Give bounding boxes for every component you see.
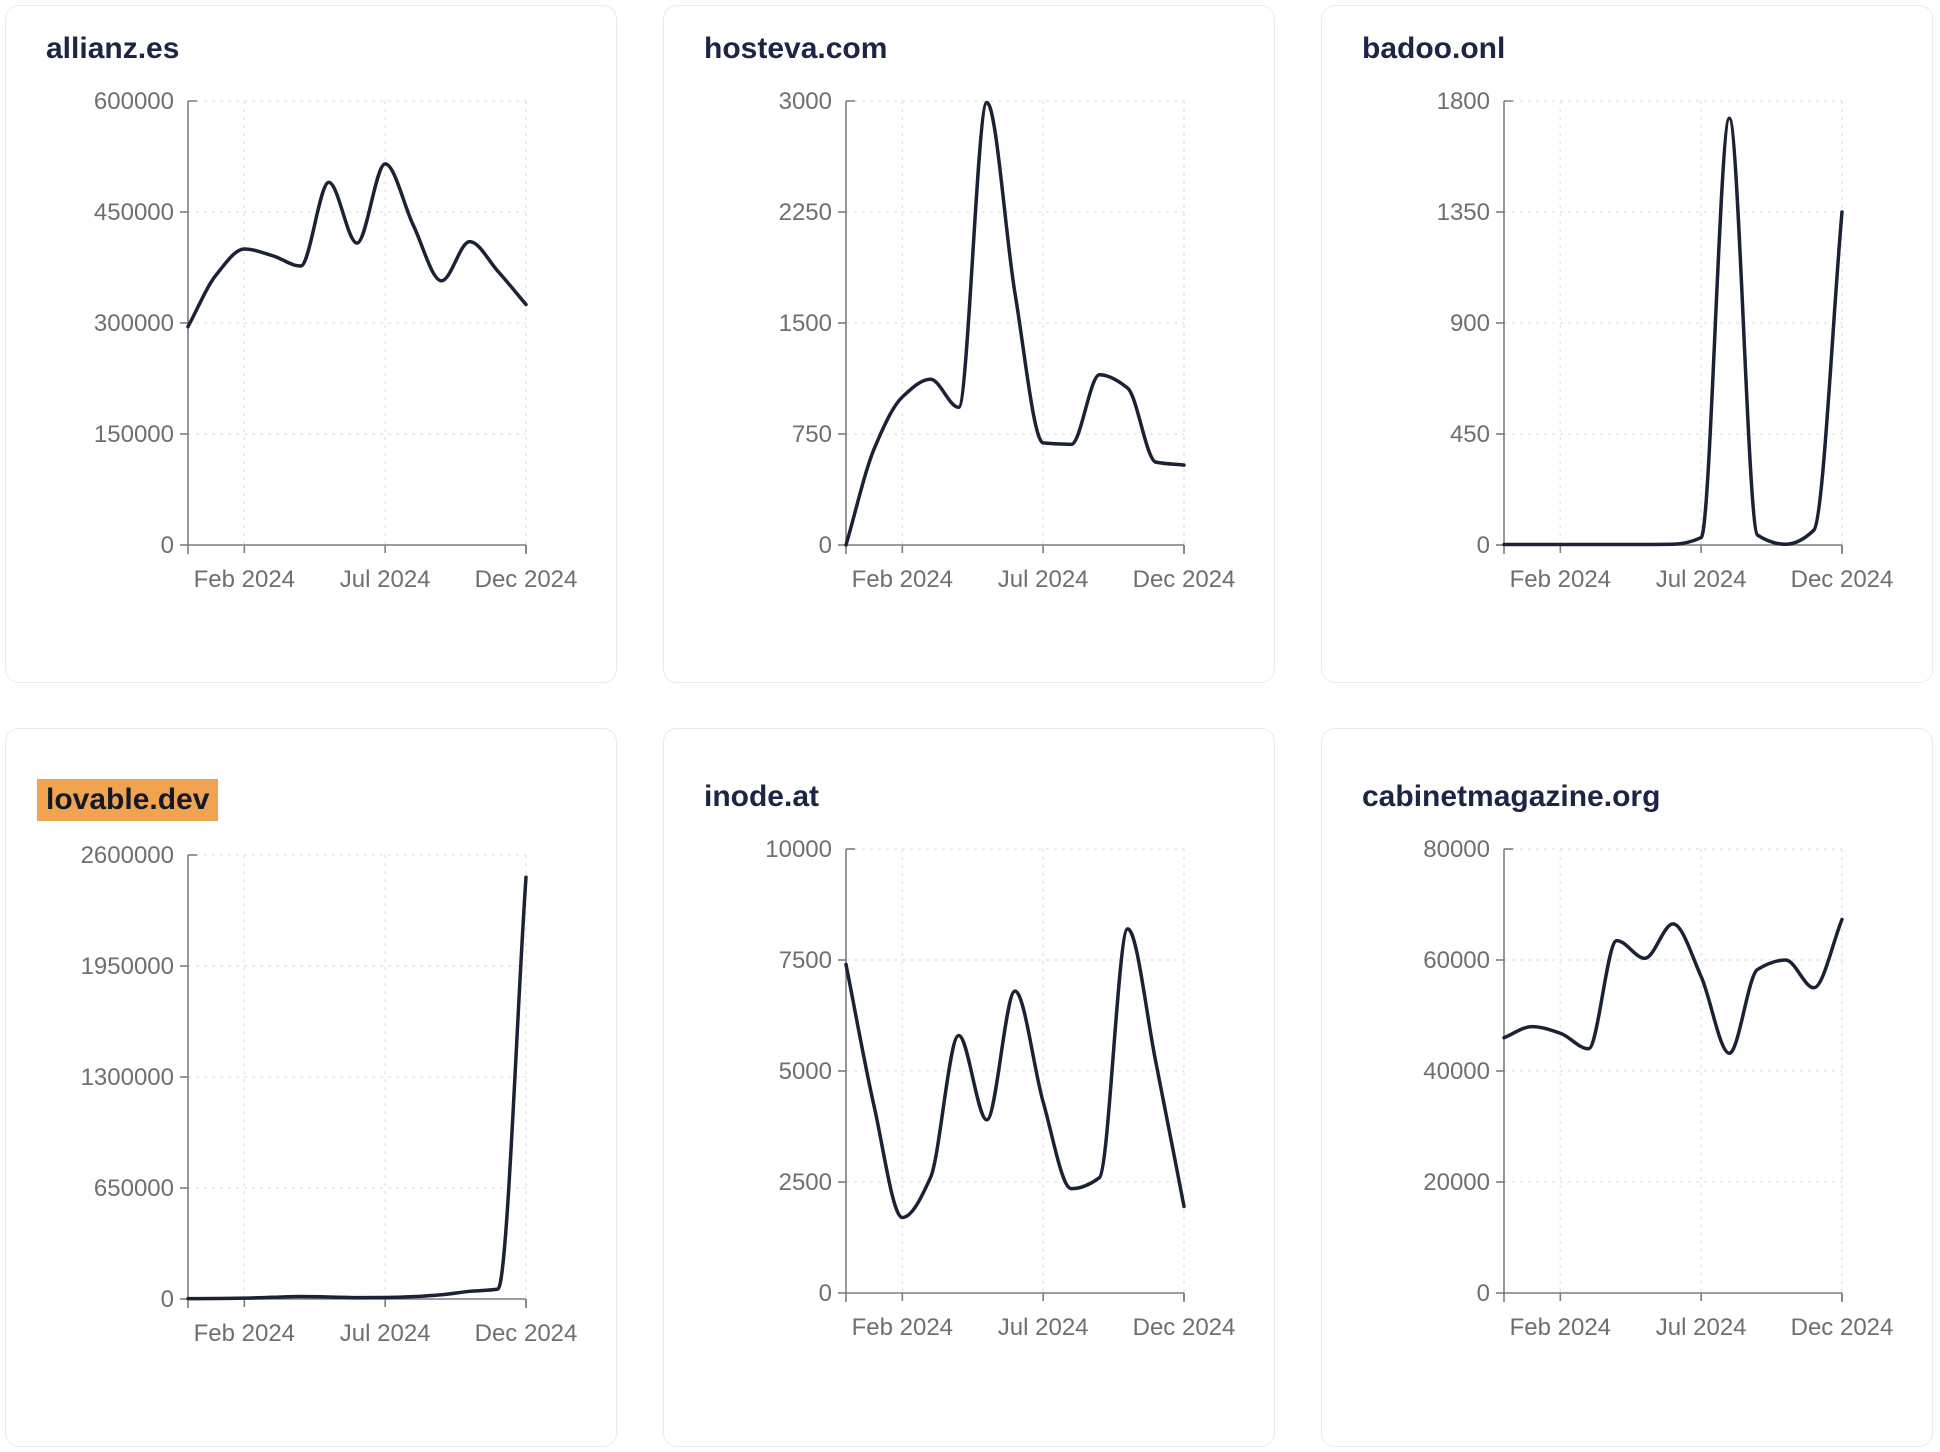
line-chart: 0 450 900 1350 1800 Feb 2024 Jul 2024 Dec 2024 — [1437, 88, 1894, 593]
chart-title: lovable.dev — [37, 779, 616, 821]
y-tick-label: 20000 — [1423, 1169, 1490, 1196]
y-tick-label: 150000 — [94, 421, 174, 448]
y-tick-label: 450 — [1450, 421, 1490, 448]
chart-title-text: badoo.onl — [1362, 32, 1506, 65]
y-axis: 0 750 1500 2250 3000 — [779, 88, 855, 559]
y-axis: 0 650000 1300000 1950000 2600000 — [81, 842, 197, 1313]
x-axis: Feb 2024 Jul 2024 Dec 2024 — [845, 544, 1236, 593]
y-tick-label: 10000 — [765, 836, 832, 863]
x-tick-label: Jul 2024 — [998, 1314, 1089, 1341]
y-tick-label: 1500 — [779, 310, 832, 337]
series-line — [1502, 116, 1844, 547]
line-chart: 0 2500 5000 7500 10000 Feb 2024 Jul 2024 Dec 20… — [765, 836, 1236, 1341]
y-tick-label: 1350 — [1437, 199, 1490, 226]
line-chart: 0 650000 1300000 1950000 2600000 Feb 2024 Jul … — [81, 842, 578, 1347]
y-tick-label: 0 — [1477, 532, 1490, 559]
chart-title: cabinetmagazine.org — [1362, 779, 1932, 815]
y-tick-label: 0 — [819, 1280, 832, 1307]
gridlines — [188, 100, 527, 545]
chart-card-1: allianz.es 0 150000 300000 450000 600000 Feb … — [5, 5, 617, 683]
x-tick-label: Feb 2024 — [1510, 566, 1611, 593]
x-tick-label: Feb 2024 — [852, 566, 953, 593]
x-tick-label: Dec 2024 — [1133, 1314, 1236, 1341]
y-tick-label: 7500 — [779, 947, 832, 974]
y-axis: 0 150000 300000 450000 600000 — [94, 88, 197, 559]
x-tick-label: Jul 2024 — [998, 566, 1089, 593]
y-tick-label: 1950000 — [81, 953, 174, 980]
chart-card-4: lovable.dev 0 650000 1300000 1950000 2600000… — [5, 728, 617, 1447]
chart-card-2: hosteva.com 0 750 1500 2250 3000 Feb 2024 Jul … — [663, 5, 1275, 683]
x-tick-label: Dec 2024 — [1791, 1314, 1894, 1341]
y-axis: 0 20000 40000 60000 80000 — [1423, 836, 1513, 1307]
line-chart: 0 150000 300000 450000 600000 Feb 2024 Jul 202… — [94, 88, 578, 593]
y-tick-label: 2600000 — [81, 842, 174, 869]
y-axis: 0 2500 5000 7500 10000 — [765, 836, 855, 1307]
y-tick-label: 450000 — [94, 199, 174, 226]
chart-title-text: inode.at — [704, 780, 820, 813]
y-tick-label: 80000 — [1423, 836, 1490, 863]
line-chart: 0 20000 40000 60000 80000 Feb 2024 Jul 2024 Dec… — [1423, 836, 1894, 1341]
y-tick-label: 750 — [792, 421, 832, 448]
y-tick-label: 5000 — [779, 1058, 832, 1085]
x-axis: Feb 2024 Jul 2024 Dec 2024 — [845, 1292, 1236, 1341]
x-tick-label: Dec 2024 — [1791, 566, 1894, 593]
chart-title: badoo.onl — [1362, 31, 1932, 67]
x-tick-label: Feb 2024 — [852, 1314, 953, 1341]
series-line — [1502, 917, 1844, 1055]
chart-title: allianz.es — [46, 31, 616, 67]
series-line — [844, 100, 1186, 547]
y-tick-label: 2250 — [779, 199, 832, 226]
chart-card-5: inode.at 0 2500 5000 7500 10000 Feb 2024 Jul 2… — [663, 728, 1275, 1447]
x-axis: Feb 2024 Jul 2024 Dec 2024 — [187, 1298, 578, 1347]
chart-card-3: badoo.onl 0 450 900 1350 1800 Feb 2024 Jul 202… — [1321, 5, 1933, 683]
y-tick-label: 900 — [1450, 310, 1490, 337]
chart-title-text: lovable.dev — [37, 779, 219, 821]
y-tick-label: 300000 — [94, 310, 174, 337]
x-tick-label: Dec 2024 — [475, 1320, 578, 1347]
y-tick-label: 0 — [161, 1286, 174, 1313]
y-tick-label: 1300000 — [81, 1064, 174, 1091]
gridlines — [846, 100, 1185, 545]
x-tick-label: Jul 2024 — [340, 566, 431, 593]
x-tick-label: Dec 2024 — [475, 566, 578, 593]
series-line — [844, 927, 1186, 1220]
y-tick-label: 0 — [1477, 1280, 1490, 1307]
x-tick-label: Jul 2024 — [340, 1320, 431, 1347]
chart-title-text: hosteva.com — [704, 32, 888, 65]
gridlines — [188, 854, 527, 1299]
chart-title: hosteva.com — [704, 31, 1274, 67]
y-tick-label: 650000 — [94, 1175, 174, 1202]
chart-title: inode.at — [704, 779, 1274, 815]
y-tick-label: 3000 — [779, 88, 832, 115]
x-axis: Feb 2024 Jul 2024 Dec 2024 — [187, 544, 578, 593]
gridlines — [1504, 100, 1843, 545]
chart-title-text: cabinetmagazine.org — [1362, 780, 1661, 813]
y-tick-label: 40000 — [1423, 1058, 1490, 1085]
y-tick-label: 1800 — [1437, 88, 1490, 115]
x-axis: Feb 2024 Jul 2024 Dec 2024 — [1503, 1292, 1894, 1341]
x-tick-label: Feb 2024 — [194, 566, 295, 593]
x-tick-label: Dec 2024 — [1133, 566, 1236, 593]
x-axis: Feb 2024 Jul 2024 Dec 2024 — [1503, 544, 1894, 593]
x-tick-label: Jul 2024 — [1656, 566, 1747, 593]
series-line — [186, 162, 528, 329]
y-axis: 0 450 900 1350 1800 — [1437, 88, 1513, 559]
gridlines — [1504, 848, 1843, 1293]
line-chart: 0 750 1500 2250 3000 Feb 2024 Jul 2024 Dec 2024 — [779, 88, 1236, 593]
chart-card-6: cabinetmagazine.org 0 20000 40000 60000 8000… — [1321, 728, 1933, 1447]
y-tick-label: 60000 — [1423, 947, 1490, 974]
y-tick-label: 2500 — [779, 1169, 832, 1196]
chart-title-text: allianz.es — [46, 32, 180, 65]
y-tick-label: 0 — [819, 532, 832, 559]
series-line — [186, 875, 528, 1301]
x-tick-label: Feb 2024 — [1510, 1314, 1611, 1341]
x-tick-label: Jul 2024 — [1656, 1314, 1747, 1341]
y-tick-label: 0 — [161, 532, 174, 559]
y-tick-label: 600000 — [94, 88, 174, 115]
x-tick-label: Feb 2024 — [194, 1320, 295, 1347]
gridlines — [846, 848, 1185, 1293]
